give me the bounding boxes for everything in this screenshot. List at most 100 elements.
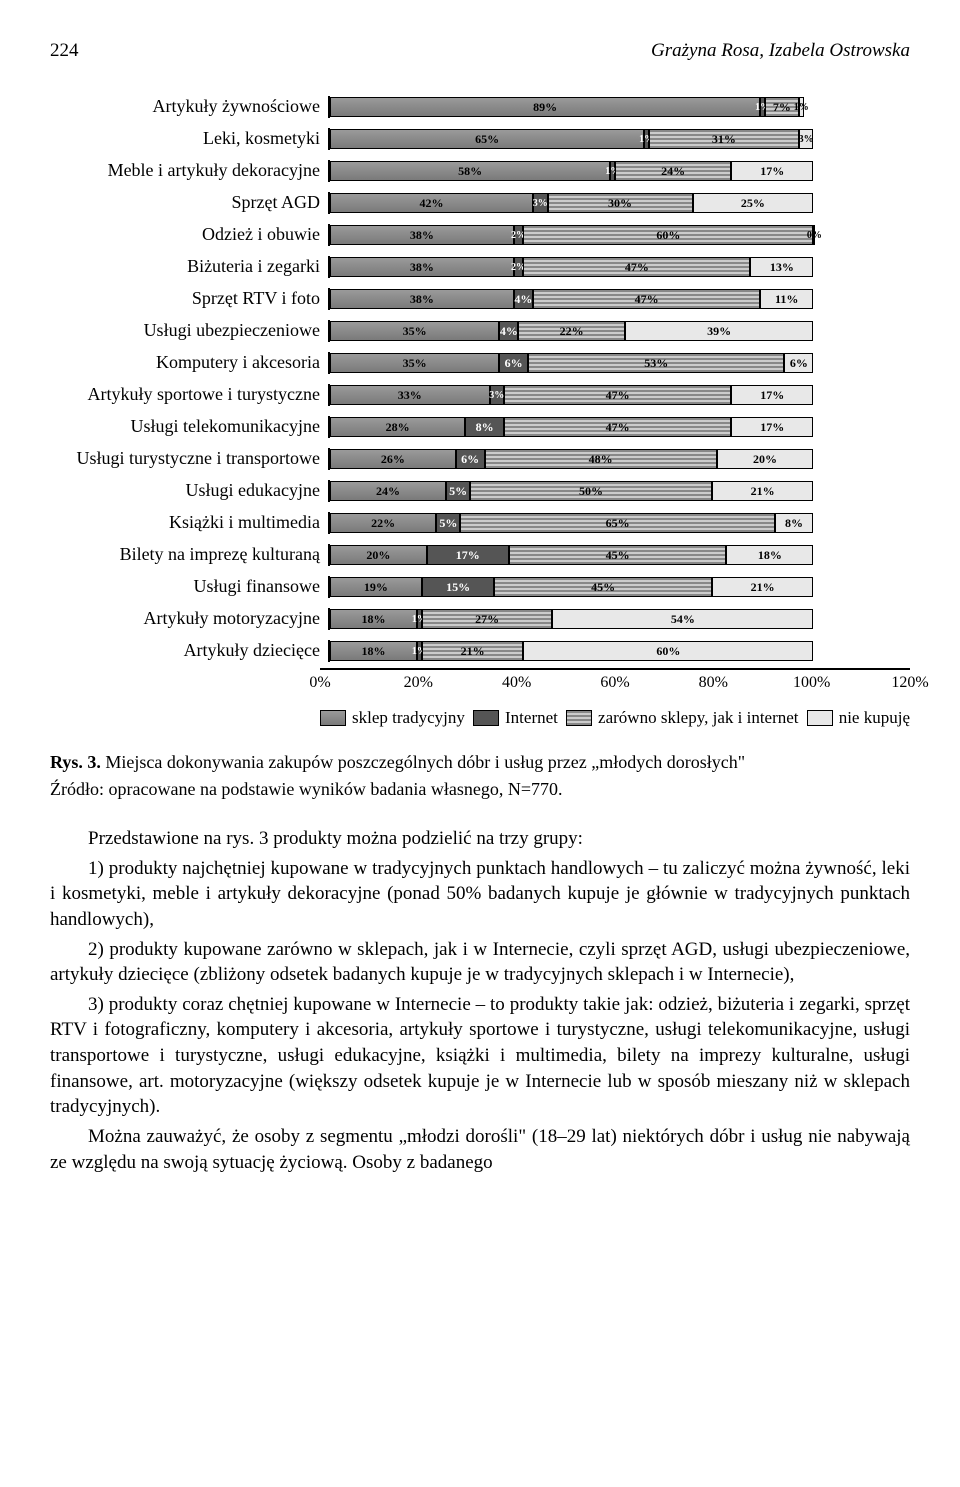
bar-segment: 35% — [330, 321, 499, 341]
segment-value: 18% — [758, 548, 782, 563]
segment-value: 38% — [410, 292, 434, 307]
bar-segment: 31% — [649, 129, 799, 149]
bar-segment: 38% — [330, 225, 514, 245]
chart-row: Artykuły dziecięce18%1%21%60% — [50, 636, 910, 666]
bar-segment: 20% — [717, 449, 814, 469]
chart-row: Usługi finansowe19%15%45%21% — [50, 572, 910, 602]
chart-row: Usługi telekomunikacyjne28%8%47%17% — [50, 412, 910, 442]
segment-value: 35% — [403, 356, 427, 371]
segment-value: 31% — [712, 132, 736, 147]
row-label: Sprzęt AGD — [50, 193, 328, 213]
chart-row: Książki i multimedia22%5%65%8% — [50, 508, 910, 538]
bar-segment: 18% — [726, 545, 813, 565]
bar-segment: 42% — [330, 193, 533, 213]
segment-value: 65% — [475, 132, 499, 147]
legend-item: nie kupuję — [807, 708, 910, 728]
x-tick: 100% — [793, 674, 830, 692]
chart-legend: sklep tradycyjnyInternetzarówno sklepy, … — [320, 708, 910, 728]
chart-row: Meble i artykuły dekoracyjne58%1%24%17% — [50, 156, 910, 186]
segment-value: 17% — [456, 548, 480, 563]
segment-value: 17% — [760, 164, 784, 179]
bar-area: 20%17%45%18% — [328, 544, 910, 566]
row-label: Usługi finansowe — [50, 577, 328, 597]
legend-swatch — [473, 710, 499, 726]
bar-segment: 11% — [760, 289, 813, 309]
bar-segment: 22% — [330, 513, 436, 533]
segment-value: 6% — [790, 356, 808, 371]
bar-segment: 18% — [330, 641, 417, 661]
segment-value: 60% — [656, 644, 680, 659]
bar-area: 35%6%53%6% — [328, 352, 910, 374]
chart-row: Biżuteria i zegarki38%2%47%13% — [50, 252, 910, 282]
bar-area: 42%3%30%25% — [328, 192, 910, 214]
bar-segment: 38% — [330, 289, 514, 309]
chart-row: Sprzęt AGD42%3%30%25% — [50, 188, 910, 218]
bar-segment: 38% — [330, 257, 514, 277]
segment-value: 35% — [403, 324, 427, 339]
bar-segment: 3% — [533, 193, 548, 213]
bar-segment: 21% — [712, 481, 814, 501]
chart-row: Bilety na imprezę kulturaną20%17%45%18% — [50, 540, 910, 570]
bar-segment: 39% — [625, 321, 814, 341]
bar-segment: 45% — [509, 545, 727, 565]
bar-segment: 18% — [330, 609, 417, 629]
bar-segment: 24% — [330, 481, 446, 501]
chart-row: Artykuły sportowe i turystyczne33%3%47%1… — [50, 380, 910, 410]
bar-area: 65%1%31%3% — [328, 128, 910, 150]
chart-row: Komputery i akcesoria35%6%53%6% — [50, 348, 910, 378]
segment-value: 3% — [489, 390, 504, 401]
bar-segment: 4% — [499, 321, 518, 341]
row-label: Leki, kosmetyki — [50, 129, 328, 149]
bar-segment: 54% — [552, 609, 813, 629]
segment-value: 3% — [533, 198, 548, 209]
bar-segment: 5% — [446, 481, 470, 501]
segment-value: 47% — [606, 420, 630, 435]
row-label: Komputery i akcesoria — [50, 353, 328, 373]
row-label: Usługi ubezpieczeniowe — [50, 321, 328, 341]
segment-value: 0% — [807, 230, 822, 241]
segment-value: 47% — [606, 388, 630, 403]
bar-segment: 24% — [615, 161, 731, 181]
x-tick: 80% — [699, 674, 728, 692]
legend-label: Internet — [505, 708, 558, 728]
bar-segment: 50% — [470, 481, 712, 501]
x-tick: 40% — [502, 674, 531, 692]
row-label: Usługi edukacyjne — [50, 481, 328, 501]
segment-value: 47% — [635, 292, 659, 307]
bar-segment: 3% — [799, 129, 814, 149]
segment-value: 50% — [579, 484, 603, 499]
row-label: Artykuły motoryzacyjne — [50, 609, 328, 629]
segment-value: 33% — [398, 388, 422, 403]
bar-area: 18%1%21%60% — [328, 640, 910, 662]
figure-source: Źródło: opracowane na podstawie wyników … — [50, 779, 910, 800]
bar-segment: 17% — [731, 385, 813, 405]
bar-segment: 25% — [693, 193, 814, 213]
bar-segment: 45% — [494, 577, 712, 597]
segment-value: 21% — [751, 484, 775, 499]
bar-segment: 47% — [533, 289, 760, 309]
bar-area: 26%6%48%20% — [328, 448, 910, 470]
bar-segment: 65% — [460, 513, 774, 533]
paragraph: Można zauważyć, że osoby z segmentu „mło… — [50, 1124, 910, 1175]
chart-row: Artykuły żywnościowe89%1%7%1% — [50, 92, 910, 122]
segment-value: 7% — [773, 100, 791, 115]
bar-segment: 8% — [465, 417, 504, 437]
segment-value: 8% — [476, 420, 494, 435]
segment-value: 65% — [606, 516, 630, 531]
bar-segment: 17% — [731, 161, 813, 181]
segment-value: 28% — [386, 420, 410, 435]
segment-value: 24% — [376, 484, 400, 499]
paragraph: 2) produkty kupowane zarówno w sklepach,… — [50, 937, 910, 988]
legend-item: zarówno sklepy, jak i internet — [566, 708, 798, 728]
segment-value: 6% — [461, 452, 479, 467]
segment-value: 21% — [461, 644, 485, 659]
legend-label: nie kupuję — [839, 708, 910, 728]
row-label: Biżuteria i zegarki — [50, 257, 328, 277]
bar-segment: 28% — [330, 417, 465, 437]
x-axis: 0%20%40%60%80%100%120% — [320, 668, 910, 694]
row-label: Sprzęt RTV i foto — [50, 289, 328, 309]
row-label: Usługi telekomunikacyjne — [50, 417, 328, 437]
bar-segment: 6% — [499, 353, 528, 373]
segment-value: 24% — [661, 164, 685, 179]
bar-segment: 0% — [813, 225, 815, 245]
